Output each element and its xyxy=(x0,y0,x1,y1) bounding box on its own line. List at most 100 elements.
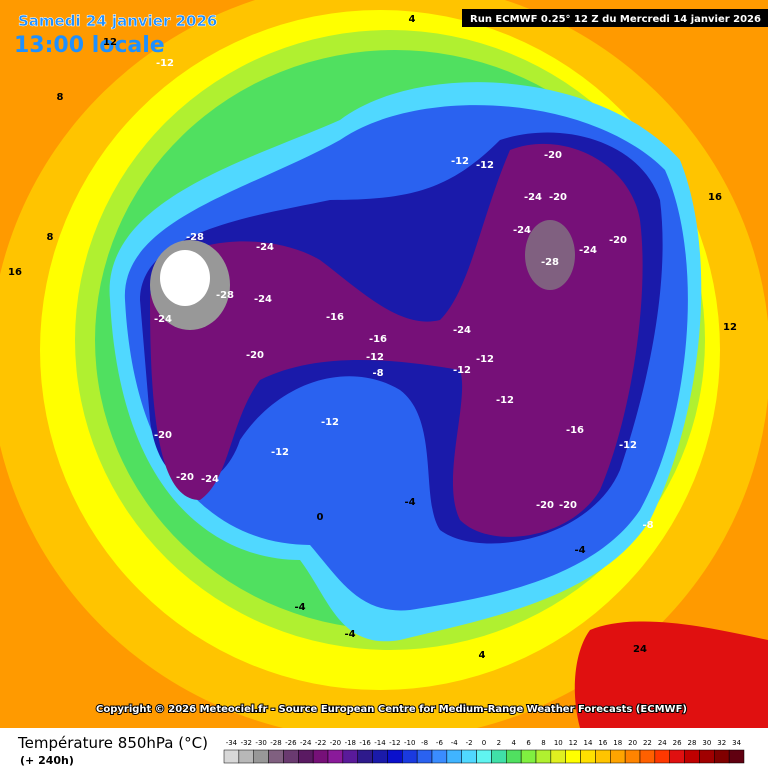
scale-swatch xyxy=(565,749,581,764)
contour-label: -16 xyxy=(566,425,584,436)
scale-label: 6 xyxy=(526,739,531,747)
contour-label: -4 xyxy=(344,629,355,640)
scale-swatch xyxy=(253,749,269,764)
contour-label: 24 xyxy=(633,644,647,655)
scale-swatch xyxy=(476,749,492,764)
contour-label: 0 xyxy=(317,512,324,523)
scale-swatch xyxy=(283,749,299,764)
scale-label: 0 xyxy=(482,739,486,747)
scale-swatch xyxy=(461,749,477,764)
scale-label: 2 xyxy=(497,739,501,747)
run-label: Run ECMWF 0.25° 12 Z du Mercredi 14 janv… xyxy=(470,14,761,25)
contour-label: -20 xyxy=(549,192,567,203)
scale-label: 20 xyxy=(628,739,637,747)
scale-label: 10 xyxy=(554,739,563,747)
scale-swatch xyxy=(298,749,314,764)
scale-swatch xyxy=(268,749,284,764)
scale-swatch xyxy=(238,749,254,764)
contour-label: -12 xyxy=(476,160,494,171)
scale-swatch xyxy=(402,749,418,764)
scale-swatch xyxy=(416,749,433,764)
contour-label: -16 xyxy=(326,312,344,323)
scale-label: 34 xyxy=(732,739,741,747)
scale-label: 30 xyxy=(702,739,711,747)
contour-label: 16 xyxy=(8,267,22,278)
scale-swatch xyxy=(491,749,507,764)
scale-label: 26 xyxy=(673,739,682,747)
scale-label: -10 xyxy=(404,739,415,747)
contour-label: -20 xyxy=(176,472,194,483)
scale-swatch xyxy=(431,749,448,764)
contour-label: -12 xyxy=(451,156,469,167)
scale-label: 4 xyxy=(511,739,516,747)
scale-swatch xyxy=(624,749,641,764)
contour-label: -12 xyxy=(321,417,339,428)
contour-label: -24 xyxy=(453,325,471,336)
contour-label: 16 xyxy=(708,192,722,203)
contour-label: -16 xyxy=(369,334,387,345)
contour-label: -20 xyxy=(536,500,554,511)
contour-label: -12 xyxy=(619,440,637,451)
scale-label: 28 xyxy=(688,739,697,747)
scale-swatch xyxy=(728,749,745,764)
scale-label: -14 xyxy=(374,739,386,747)
scale-swatch xyxy=(372,749,388,764)
scale-swatch xyxy=(639,749,656,764)
scale-swatch xyxy=(342,749,358,764)
contour-label: -20 xyxy=(544,150,562,161)
contour-label: -28 xyxy=(186,232,204,243)
contour-label: 12 xyxy=(723,322,737,333)
run-box xyxy=(462,9,768,27)
scale-label: 12 xyxy=(569,739,578,747)
scale-swatch xyxy=(387,749,403,764)
contour-label: 4 xyxy=(409,14,416,25)
scale-label: -20 xyxy=(330,739,341,747)
contour-label: -4 xyxy=(404,497,415,508)
contour-label: -24 xyxy=(524,192,542,203)
contour-label: -24 xyxy=(513,225,531,236)
contour-label: -24 xyxy=(256,242,274,253)
contour-label: 8 xyxy=(57,92,64,103)
contour-label: -12 xyxy=(476,354,494,365)
scale-swatch xyxy=(327,749,344,764)
scale-label: 22 xyxy=(643,739,652,747)
contour-label: -12 xyxy=(496,395,514,406)
scale-label: -4 xyxy=(451,739,459,747)
scale-swatch xyxy=(654,749,670,764)
contour-label: -20 xyxy=(246,350,264,361)
scale-label: -2 xyxy=(466,739,473,747)
scale-swatch xyxy=(610,749,626,764)
scale-swatch xyxy=(699,749,715,764)
scale-label: -18 xyxy=(345,739,356,747)
scale-label: -22 xyxy=(315,739,326,747)
scale-label: -12 xyxy=(389,739,400,747)
warm-zone xyxy=(574,621,768,728)
contour-label: -12 xyxy=(271,447,289,458)
scale-label: -28 xyxy=(270,739,281,747)
scale-swatch xyxy=(520,749,537,764)
scale-label: 8 xyxy=(541,739,545,747)
cold-core xyxy=(525,220,575,290)
contour-label: -32 xyxy=(181,257,199,268)
contour-label: -4 xyxy=(574,545,585,556)
contour-label: 8 xyxy=(47,232,54,243)
legend-title: Température 850hPa (°C) xyxy=(17,734,208,752)
scale-swatch xyxy=(714,749,730,764)
contour-label: -24 xyxy=(579,245,597,256)
contour-label: -24 xyxy=(254,294,272,305)
scale-label: -30 xyxy=(255,739,266,747)
scale-swatch xyxy=(550,749,566,764)
contour-label: -20 xyxy=(609,235,627,246)
contour-label: 12 xyxy=(103,37,117,48)
contour-label: -28 xyxy=(216,290,234,301)
time-label: 13:00 locale xyxy=(14,33,165,58)
scale-label: 24 xyxy=(658,739,667,747)
scale-swatch xyxy=(312,749,329,764)
scale-label: 16 xyxy=(598,739,607,747)
scale-swatch xyxy=(223,749,240,764)
contour-label: -20 xyxy=(559,500,577,511)
scale-label: -24 xyxy=(300,739,312,747)
scale-swatch xyxy=(684,749,700,764)
contour-label: -8 xyxy=(642,520,653,531)
scale-swatch xyxy=(535,749,552,764)
